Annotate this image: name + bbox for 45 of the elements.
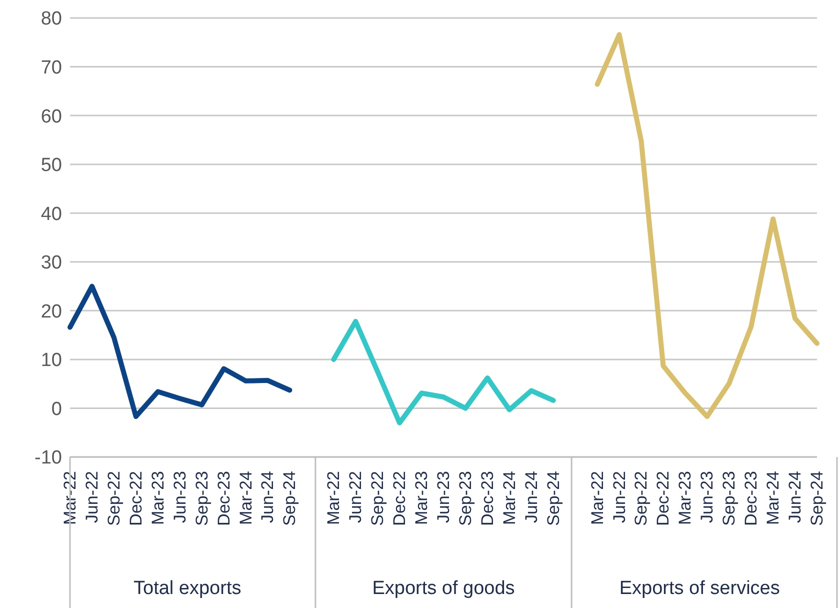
- x-tick-label: Dec-22: [654, 471, 673, 526]
- y-tick-label: -10: [34, 448, 62, 469]
- x-tick-label: Sep-24: [544, 471, 563, 526]
- x-tick-label: Jun-23: [434, 471, 453, 523]
- text: Total exports: [134, 578, 242, 599]
- x-tick-label: Mar-24: [236, 471, 256, 525]
- text: Exports of services: [619, 578, 780, 599]
- x-tick-label: Mar-23: [676, 471, 695, 525]
- x-tick-label: Sep-22: [368, 471, 388, 526]
- x-tick-label: Dec-22: [126, 471, 146, 526]
- x-tick-label: Jun-22: [610, 471, 629, 523]
- y-tick-label: 80: [40, 8, 62, 30]
- x-tick-label: Jun-22: [346, 471, 366, 523]
- x-tick-label: Mar-23: [412, 471, 432, 525]
- x-tick-label: Jun-24: [786, 471, 805, 523]
- y-tick-label: 70: [40, 58, 62, 79]
- x-tick-label: Mar-24: [500, 471, 519, 525]
- x-tick-label: Dec-22: [390, 471, 410, 526]
- x-tick-label: Sep-24: [280, 471, 300, 526]
- y-tick-label: 40: [40, 204, 62, 225]
- y-tick-label: 10: [40, 350, 62, 372]
- x-tick-label: Sep-23: [192, 471, 212, 526]
- y-tick-label: 20: [40, 301, 62, 322]
- text: Exports of goods: [372, 578, 515, 599]
- y-tick-label: 0: [51, 398, 62, 420]
- x-tick-label: Jun-24: [522, 471, 541, 523]
- x-tick-label: Sep-22: [632, 471, 651, 526]
- x-tick-label: Sep-23: [720, 471, 739, 526]
- x-tick-label: Mar-22: [588, 471, 607, 525]
- x-tick-label: Sep-23: [456, 471, 475, 526]
- x-tick-label: Sep-22: [104, 471, 124, 526]
- x-tick-label: Mar-23: [148, 471, 168, 525]
- x-tick-label: Sep-24: [808, 471, 826, 526]
- y-tick-label: 50: [40, 155, 62, 176]
- y-tick-label: 30: [40, 252, 62, 274]
- x-tick-label: Jun-24: [258, 471, 278, 523]
- x-tick-label: Mar-24: [764, 471, 783, 525]
- x-tick-label: Jun-23: [698, 471, 717, 523]
- x-tick-label: Mar-22: [324, 471, 344, 525]
- x-tick-label: Jun-23: [170, 471, 190, 523]
- x-tick-label: Dec-23: [478, 471, 497, 526]
- x-tick-label: Dec-23: [214, 471, 234, 526]
- x-tick-label: Jun-22: [82, 471, 102, 523]
- y-tick-label: 60: [40, 106, 62, 128]
- x-tick-label: Dec-23: [742, 471, 761, 526]
